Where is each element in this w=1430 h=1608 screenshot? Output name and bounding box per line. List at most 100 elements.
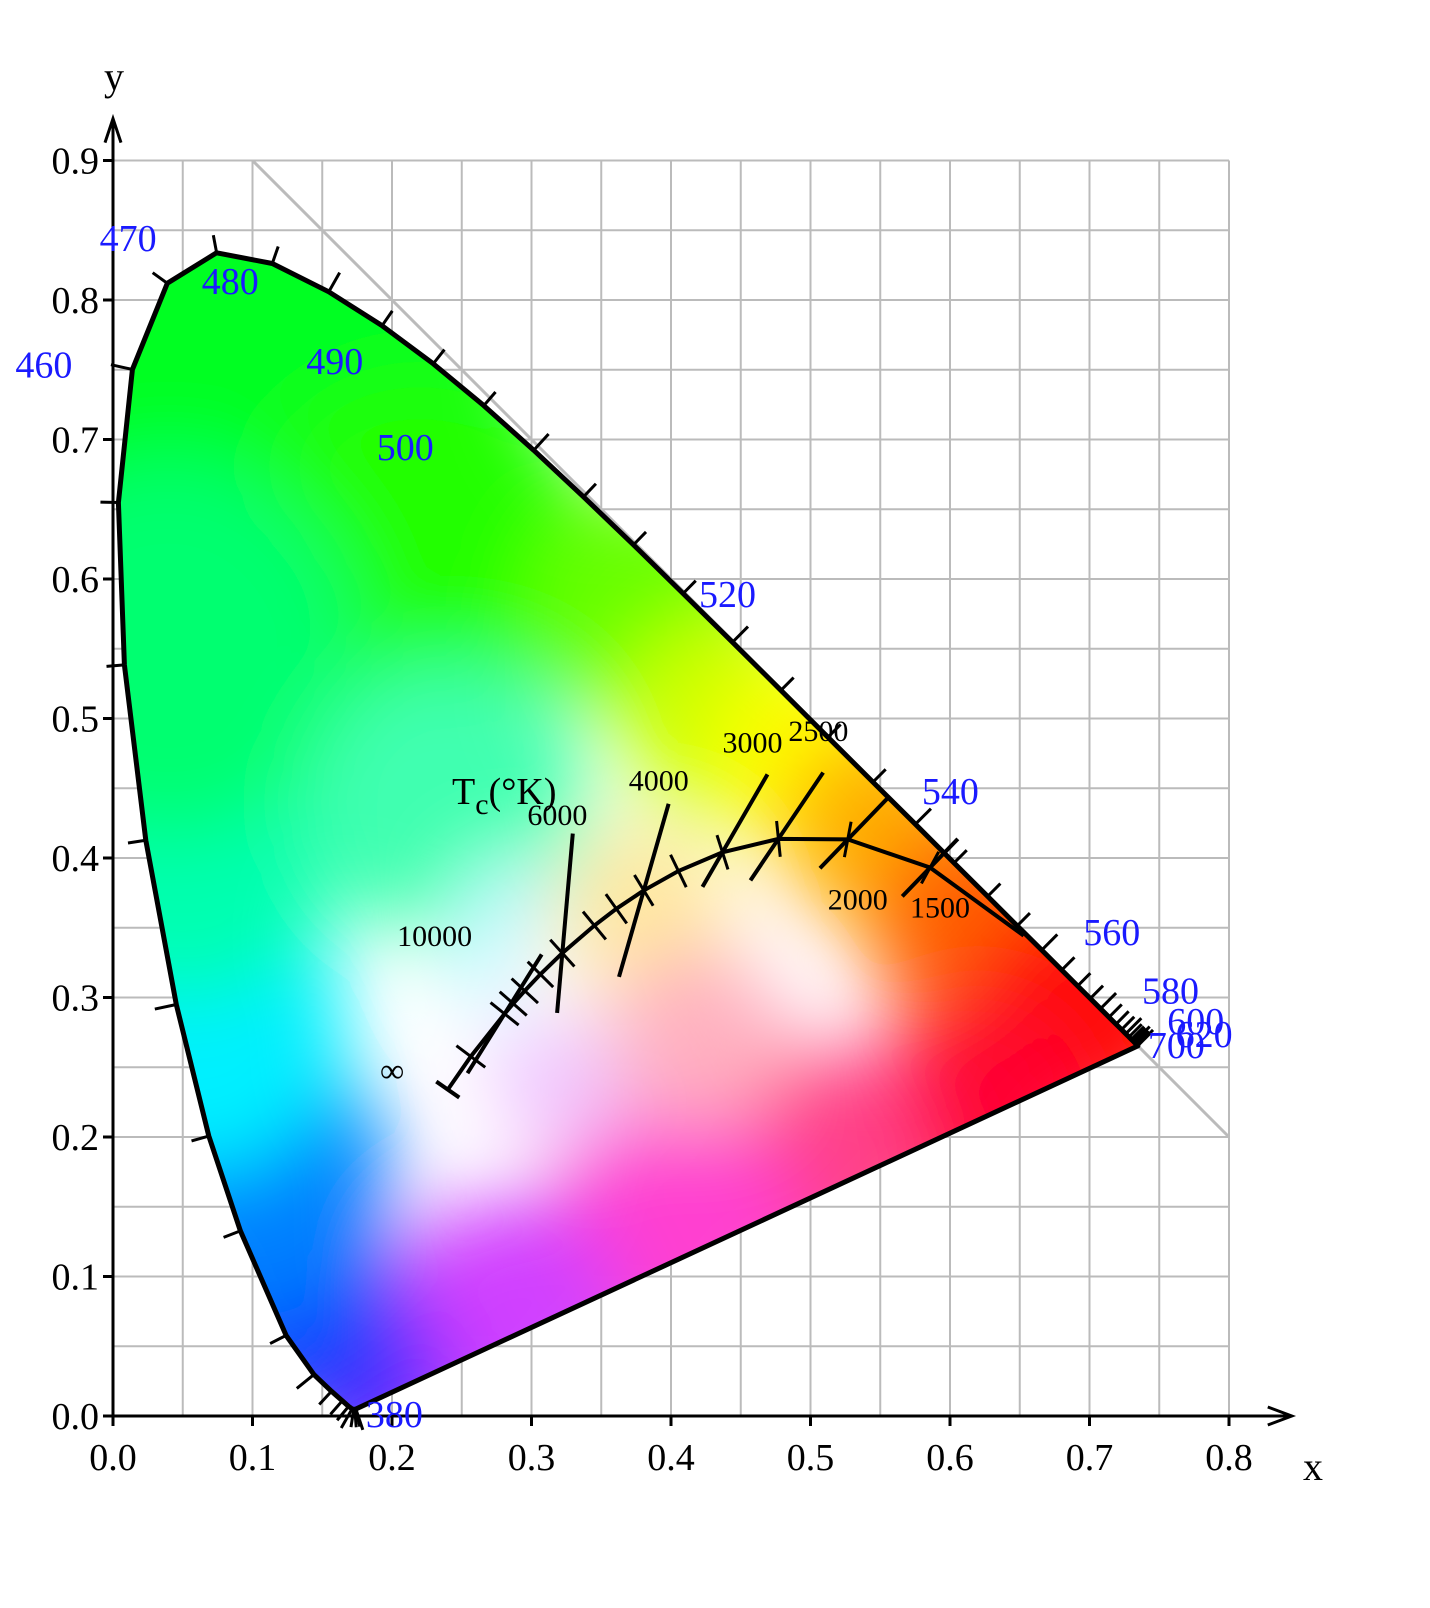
planckian-tick <box>604 893 628 925</box>
isotherm-label-3000: 3000 <box>722 726 782 759</box>
x-axis-arrow <box>1267 1405 1297 1427</box>
x-tick-label: 0.6 <box>926 1437 974 1479</box>
wavelength-label-520: 520 <box>699 574 756 616</box>
y-tick-label: 0.6 <box>52 559 100 601</box>
infinity-label: ∞ <box>380 1053 404 1090</box>
isotherm-line-4000 <box>617 803 671 978</box>
wavelength-tick <box>1076 972 1092 987</box>
isotherm-line-10000 <box>465 953 544 1075</box>
y-tick-label: 0.7 <box>52 420 100 462</box>
y-tick-label: 0.2 <box>52 1117 100 1159</box>
wavelength-label-620: 620 <box>1176 1014 1233 1056</box>
planckian-locus <box>435 771 1025 1100</box>
wavelength-tick <box>826 723 842 739</box>
planckian-tick <box>581 910 608 941</box>
x-tick-label: 0.2 <box>368 1437 416 1479</box>
isotherm-label-6000: 6000 <box>527 799 587 832</box>
wavelength-tick <box>582 482 598 498</box>
wavelength-label-490: 490 <box>306 341 363 383</box>
blob-spring <box>118 458 359 839</box>
wavelength-tick <box>211 234 219 254</box>
wavelength-label-500: 500 <box>377 427 434 469</box>
wavelength-tick <box>380 309 394 327</box>
wavelength-label-700: 700 <box>1148 1025 1205 1067</box>
wavelength-label-540: 540 <box>922 771 979 813</box>
wavelength-tick <box>532 432 550 452</box>
wavelength-tick <box>632 530 648 546</box>
isotherm-title: Tc(°K) <box>452 771 557 821</box>
axes: 0.0 0.1 0.2 0.3 0.4 0.5 0.6 0.7 0.8 0.0 0.1 0.2 0.3 0… <box>52 113 1297 1479</box>
spectral-locus <box>100 234 1155 1431</box>
y-axis-arrow <box>103 113 123 144</box>
wavelength-tick <box>1130 1025 1146 1041</box>
wavelength-label-380: 380 <box>366 1394 423 1436</box>
planckian-tick <box>455 1044 487 1069</box>
isotherm-label-1500: 1500 <box>910 892 970 925</box>
x-axis-label: x <box>1303 1444 1323 1489</box>
x-tick-label: 0.8 <box>1205 1437 1253 1479</box>
isotherm-line-2500 <box>748 771 825 882</box>
wavelength-tick <box>318 1390 333 1406</box>
wavelength-tick <box>1089 984 1105 1000</box>
wavelength-tick <box>1136 1031 1152 1047</box>
wavelength-tick <box>1040 933 1059 952</box>
y-tick-label: 0.4 <box>52 838 100 880</box>
wavelength-label-600: 600 <box>1167 1001 1224 1043</box>
wavelength-tick <box>154 1003 177 1011</box>
wavelength-tick <box>1120 1015 1136 1031</box>
isotherm-line-2000 <box>818 794 891 870</box>
planckian-tick <box>526 960 555 989</box>
wavelength-tick <box>914 807 932 826</box>
blob-salmon <box>608 949 789 1130</box>
wavelength-tick <box>349 1409 356 1428</box>
y-tick-label: 0.5 <box>52 699 100 741</box>
isotherm-title-base: T <box>452 771 475 813</box>
wavelength-tick <box>335 1405 350 1422</box>
y-tick-label: 0.3 <box>52 978 100 1020</box>
wavelength-tick <box>339 1408 354 1429</box>
x-tick-label: 0.3 <box>508 1437 556 1479</box>
isotherm-label-4000: 4000 <box>629 764 689 797</box>
wavelength-tick <box>151 271 169 285</box>
wavelength-tick <box>871 768 887 784</box>
wavelength-tick <box>1124 1017 1143 1035</box>
wavelength-tick <box>1114 1010 1130 1026</box>
wavelength-label-480: 480 <box>202 261 259 303</box>
wavelength-tick <box>1060 956 1076 972</box>
isotherm-line-3000 <box>700 773 770 888</box>
wavelength-tick <box>952 849 968 864</box>
wavelength-label-470: 470 <box>100 218 157 260</box>
isotherm-title-sub: c <box>475 788 488 821</box>
isotherm-label-2000: 2000 <box>828 883 888 916</box>
wavelength-tick <box>1016 911 1031 927</box>
wavelength-label-580: 580 <box>1142 971 1199 1013</box>
wavelength-tick <box>1107 1003 1123 1019</box>
isotherm-label-2500: 2500 <box>788 715 848 748</box>
isotherm-title-rest: (°K) <box>489 771 557 813</box>
planckian-tick <box>669 854 688 888</box>
wavelength-tick <box>295 1373 315 1390</box>
wavelength-tick <box>106 663 125 668</box>
wavelength-tick <box>127 838 147 845</box>
y-axis-label: y <box>104 54 124 99</box>
wavelength-tick <box>986 882 1002 898</box>
wavelength-tick <box>327 271 341 293</box>
wavelength-tick <box>329 1399 344 1416</box>
wavelength-tick <box>191 1134 210 1143</box>
wavelength-tick <box>1131 1027 1147 1042</box>
isotherm-line-1500 <box>900 837 960 898</box>
wavelength-tick <box>270 245 280 264</box>
wavelength-tick <box>1099 992 1118 1010</box>
y-tick-label: 0.9 <box>52 141 100 183</box>
wavelength-tick <box>223 1229 241 1239</box>
planckian-tick <box>510 977 540 1005</box>
planckian-end-cap <box>435 1079 461 1100</box>
x-tick-label: 0.5 <box>787 1437 835 1479</box>
x-tick-label: 0.7 <box>1066 1437 1114 1479</box>
wavelength-tick <box>1127 1023 1143 1039</box>
blob-lavender <box>489 1011 630 1152</box>
wavelength-label-460: 460 <box>15 344 72 386</box>
isotherm-label-10000: 10000 <box>397 920 472 953</box>
